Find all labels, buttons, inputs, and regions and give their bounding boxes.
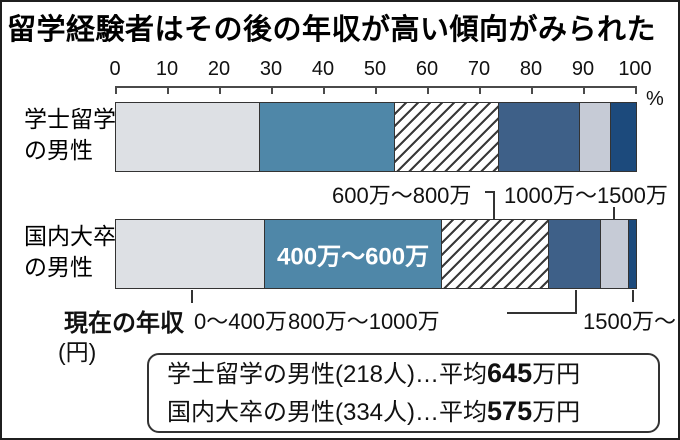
bar-segment-0-5 xyxy=(609,103,636,171)
chart-title: 留学経験者はその後の年収が高い傾向がみられた xyxy=(7,14,657,46)
axis-tick-label: 100 xyxy=(618,58,652,80)
summary-line1-value: 645 xyxy=(487,358,533,388)
unit-yen-label: (円) xyxy=(58,339,97,365)
bar1-category-label-line1: 学士留学 xyxy=(24,106,116,132)
bar-segment-0-1 xyxy=(259,103,395,171)
bar-segment-0-3 xyxy=(498,103,579,171)
axis-tick-label: 40 xyxy=(311,58,335,80)
connector-800-1000 xyxy=(507,290,577,314)
bar2-category-label-line2: の男性 xyxy=(24,254,93,280)
summary-line2-text: 国内大卒の男性(334人)…平均 xyxy=(167,399,488,426)
summary-line2-value: 575 xyxy=(487,396,533,426)
axis-tick-mark xyxy=(167,86,169,94)
bar2-category-label: 国内大卒 の男性 xyxy=(24,221,116,283)
label-800-1000: 800万〜1000万 xyxy=(288,309,440,334)
axis-tick-mark xyxy=(375,86,377,94)
axis-tick-label: 10 xyxy=(155,58,179,80)
bar-kokunai-daisotsu: 400万〜600万 xyxy=(115,219,637,289)
axis-unit-label: % xyxy=(646,88,664,110)
summary-line1-text: 学士留学の男性(218人)…平均 xyxy=(167,361,488,388)
axis-tick-mark xyxy=(323,86,325,94)
bar-segment-0-4 xyxy=(578,103,610,171)
axis-tick-label: 50 xyxy=(363,58,387,80)
connector-0-400 xyxy=(191,290,193,303)
axis-tick-label: 20 xyxy=(207,58,231,80)
summary-box: 学士留学の男性(218人)…平均645万円 国内大卒の男性(334人)…平均57… xyxy=(147,353,660,433)
bar-segment-1-2 xyxy=(440,220,548,288)
axis-tick-mark xyxy=(635,86,637,94)
axis-tick-mark xyxy=(583,86,585,94)
summary-line1-suffix: 万円 xyxy=(532,361,581,388)
axis-tick-mark xyxy=(531,86,533,94)
bar-segment-1-5 xyxy=(628,220,636,288)
summary-line-1: 学士留学の男性(218人)…平均645万円 xyxy=(167,355,658,393)
axis-tick-label: 30 xyxy=(259,58,283,80)
summary-line2-suffix: 万円 xyxy=(532,399,581,426)
axis-tick-label: 0 xyxy=(109,58,121,80)
current-income-label: 現在の年収 xyxy=(64,310,184,337)
bar-gakushi-ryugaku xyxy=(115,102,637,172)
bar1-category-label: 学士留学 の男性 xyxy=(24,104,116,166)
bar-segment-1-1: 400万〜600万 xyxy=(264,220,441,288)
axis-tick-mark xyxy=(115,86,117,94)
bar-segment-1-0 xyxy=(116,220,265,288)
bar-segment-1-3 xyxy=(547,220,600,288)
summary-line-2: 国内大卒の男性(334人)…平均575万円 xyxy=(167,393,658,431)
axis-tick-label: 90 xyxy=(571,58,595,80)
label-600-800: 600万〜800万 xyxy=(332,183,472,208)
connector-1500-plus xyxy=(632,290,634,302)
bar2-category-label-line1: 国内大卒 xyxy=(24,223,116,249)
label-0-400: 0〜400万 xyxy=(194,309,287,334)
axis-tick-mark xyxy=(479,86,481,94)
connector-600-800 xyxy=(485,191,495,219)
axis-tick-label: 60 xyxy=(415,58,439,80)
axis-tick-label: 80 xyxy=(519,58,543,80)
bar-segment-0-2 xyxy=(394,103,499,171)
axis-tick-mark xyxy=(219,86,221,94)
inline-segment-label: 400万〜600万 xyxy=(277,243,430,271)
bar-segment-0-0 xyxy=(116,103,259,171)
axis-tick-label: 70 xyxy=(467,58,491,80)
bar-segment-1-4 xyxy=(599,220,629,288)
axis-tick-labels: 0 10 20 30 40 50 60 70 80 90 100 xyxy=(109,58,651,84)
axis-tick-mark xyxy=(271,86,273,94)
connector-1000-1500 xyxy=(613,207,615,219)
label-1000-1500: 1000万〜1500万 xyxy=(504,183,668,208)
label-1500-plus: 1500万〜 xyxy=(583,309,676,334)
bar1-category-label-line2: の男性 xyxy=(24,137,93,163)
axis-tick-mark xyxy=(427,86,429,94)
